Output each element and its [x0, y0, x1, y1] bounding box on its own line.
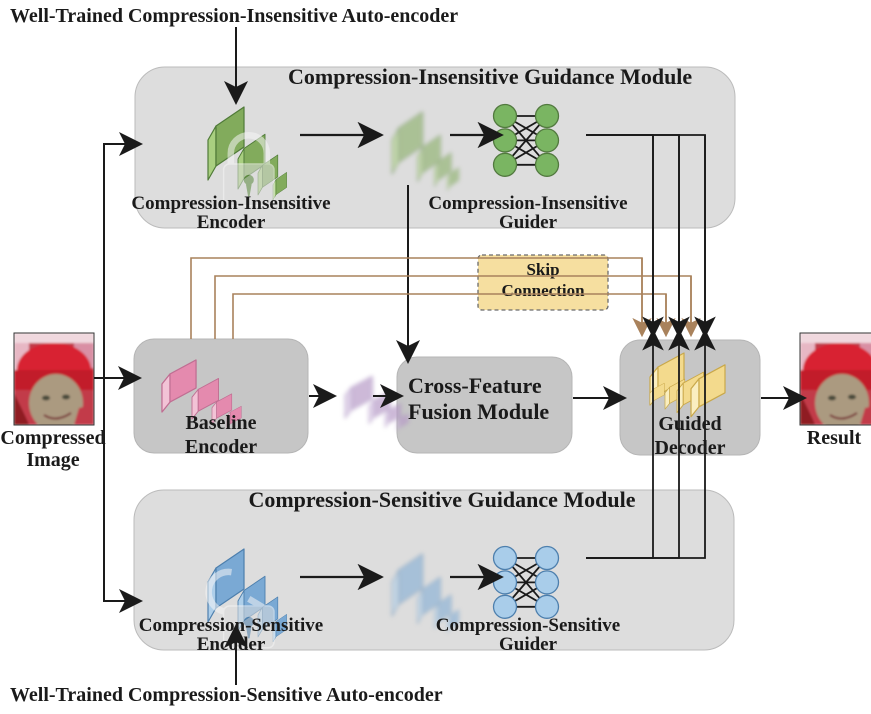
svg-text:Cross-Feature: Cross-Feature — [408, 373, 542, 398]
svg-text:Baseline: Baseline — [185, 412, 256, 434]
svg-text:Compression-Sensitive: Compression-Sensitive — [139, 615, 323, 636]
svg-text:Encoder: Encoder — [185, 436, 257, 458]
svg-text:Compression-Insensitive: Compression-Insensitive — [428, 193, 627, 214]
svg-text:Guided: Guided — [658, 413, 721, 435]
svg-text:Well-Trained Compression-Insen: Well-Trained Compression-Insensitive Aut… — [10, 5, 458, 27]
svg-text:Encoder: Encoder — [197, 212, 266, 233]
svg-text:Result: Result — [807, 427, 862, 449]
svg-text:Image: Image — [26, 449, 79, 471]
svg-text:Compression-Sensitive: Compression-Sensitive — [436, 615, 620, 636]
svg-text:Compression-Insensitive Guidan: Compression-Insensitive Guidance Module — [288, 64, 692, 89]
svg-text:Decoder: Decoder — [654, 437, 725, 459]
svg-text:Connection: Connection — [501, 281, 585, 300]
svg-text:Fusion Module: Fusion Module — [408, 399, 549, 424]
svg-text:Compressed: Compressed — [0, 427, 105, 449]
svg-text:Compression-Sensitive Guidance: Compression-Sensitive Guidance Module — [248, 487, 635, 512]
svg-text:Compression-Insensitive: Compression-Insensitive — [131, 193, 330, 214]
svg-text:Guider: Guider — [499, 634, 558, 655]
svg-text:Encoder: Encoder — [197, 634, 266, 655]
svg-text:Well-Trained Compression-Sensi: Well-Trained Compression-Sensitive Auto-… — [10, 684, 443, 706]
svg-text:Guider: Guider — [499, 212, 558, 233]
